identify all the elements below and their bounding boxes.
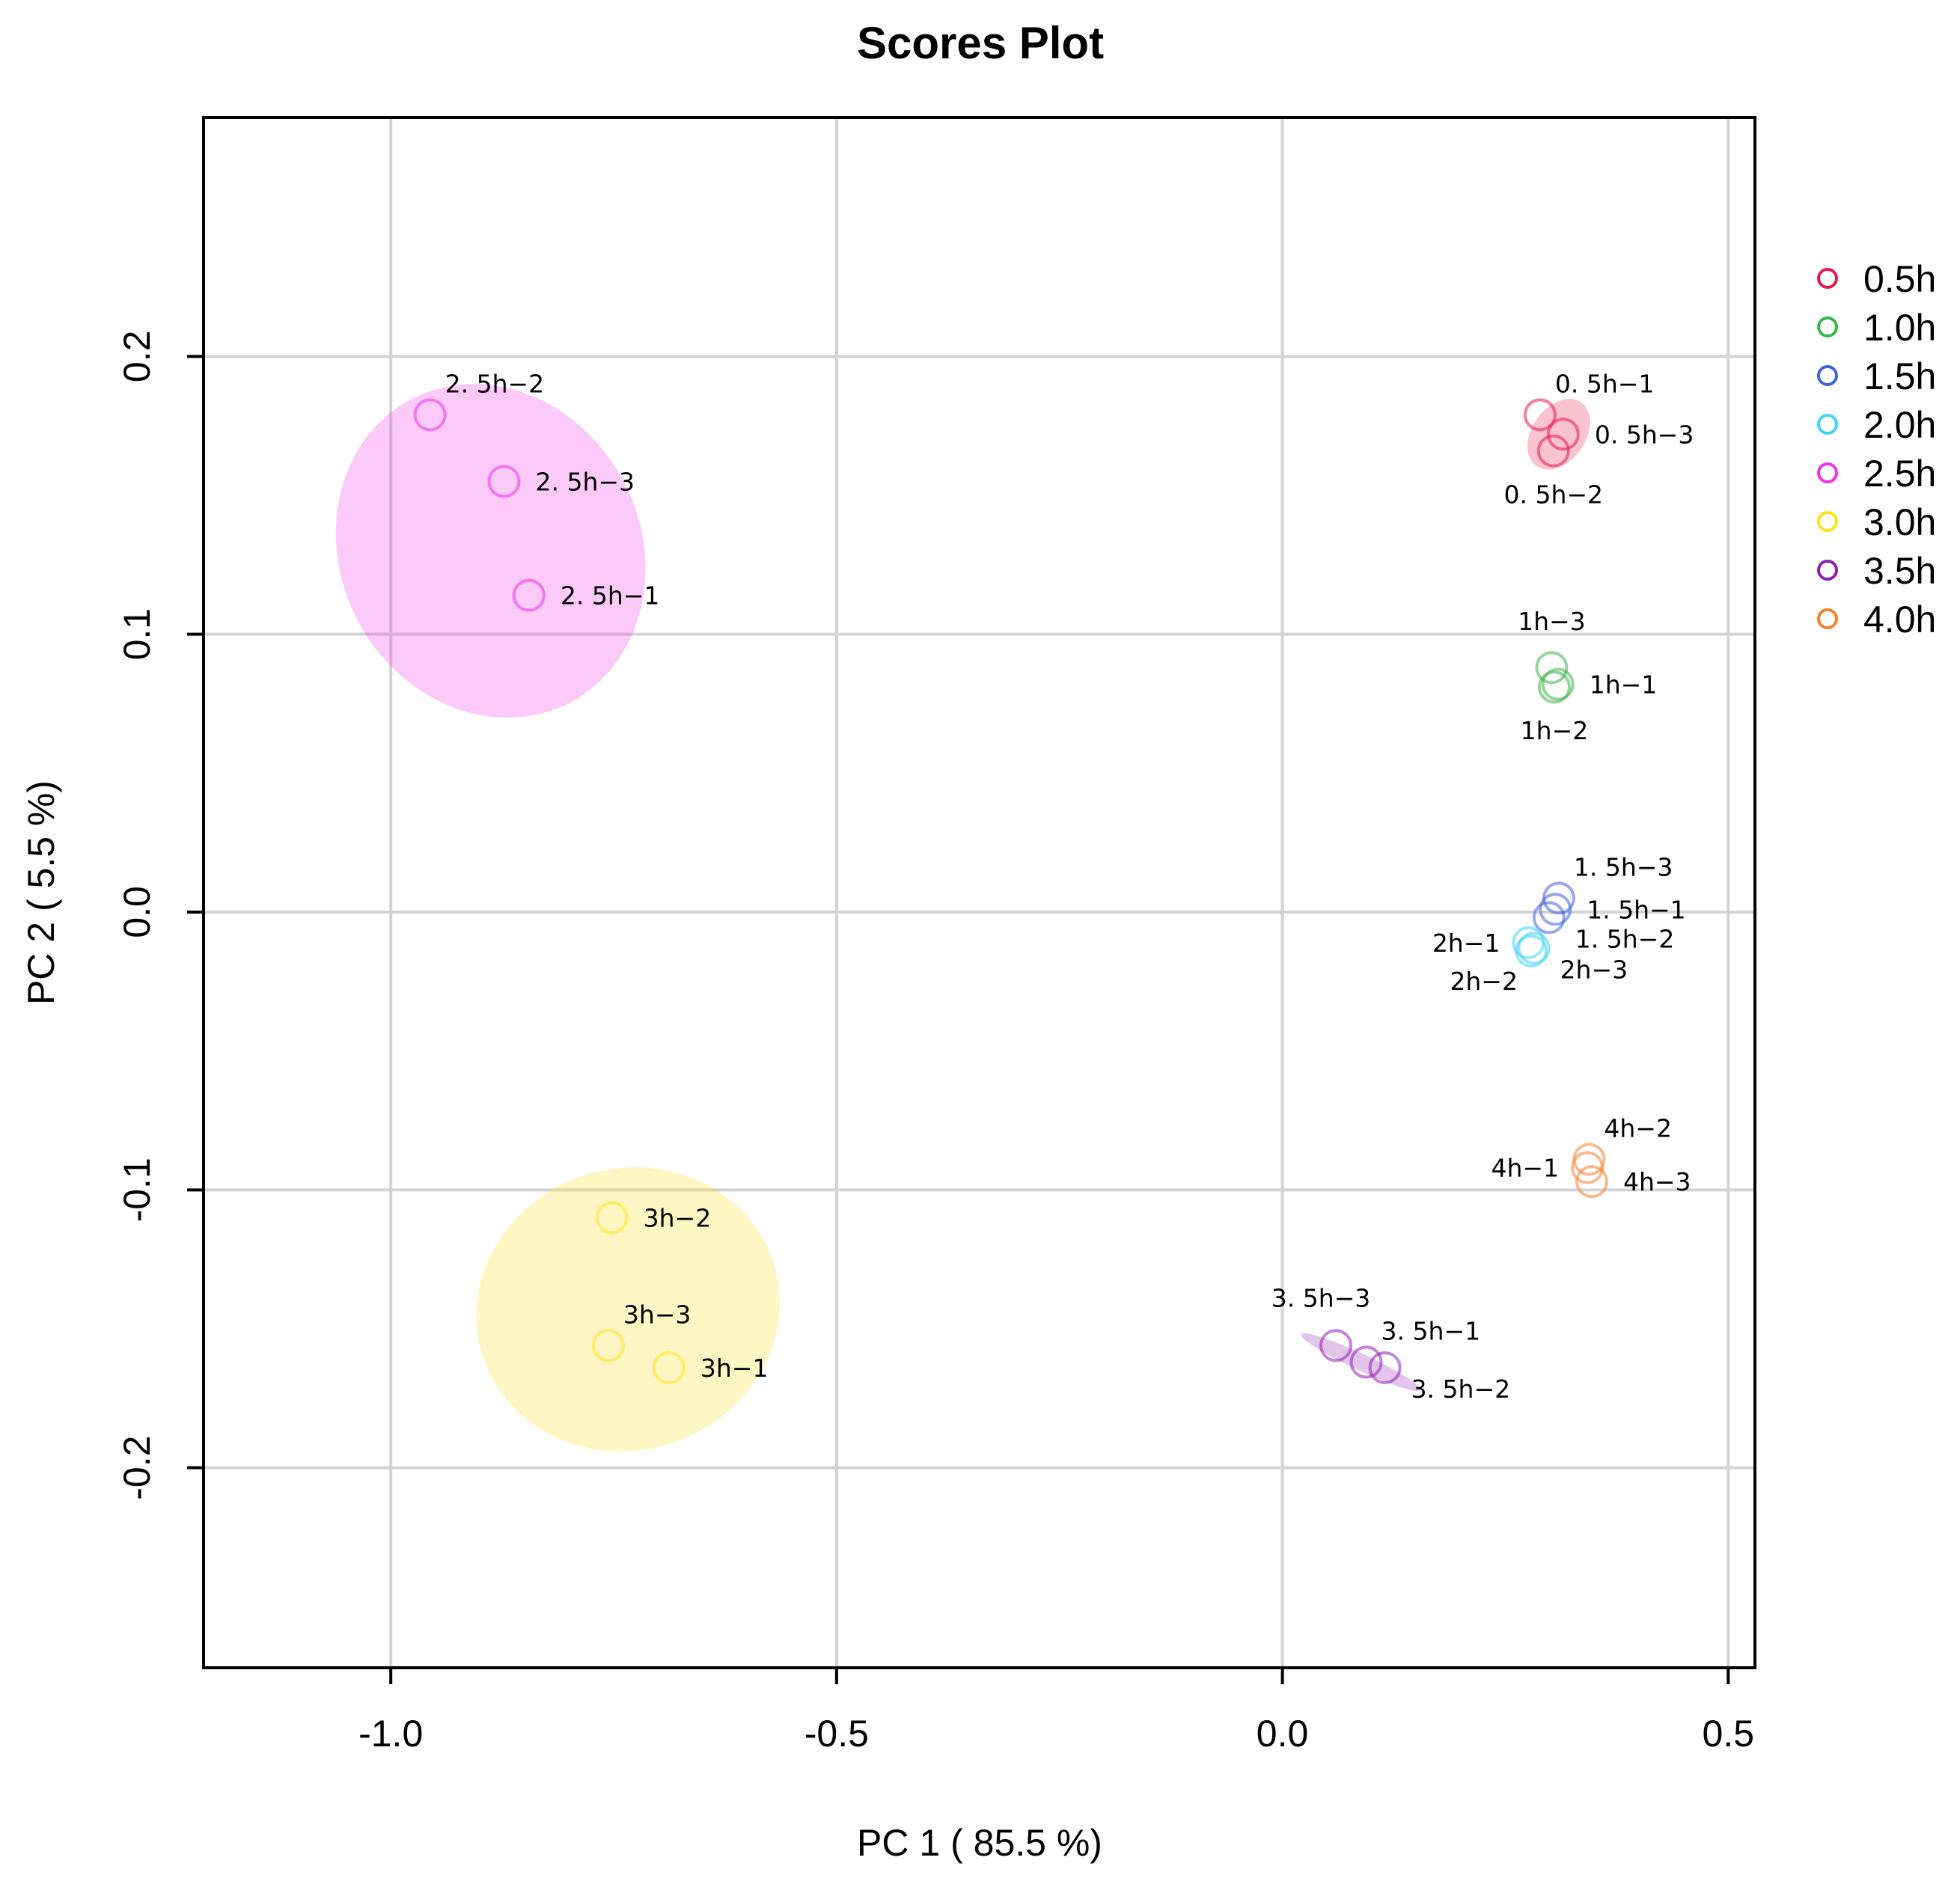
ellipse-2-5h — [335, 384, 646, 718]
y-tick-label-0-2: -0.2 — [116, 1436, 158, 1500]
point-label-3h-3: 3h−3 — [623, 1300, 692, 1329]
point-label-1h-3: 1h−3 — [1518, 607, 1586, 636]
point-label-3h-1: 3h−1 — [700, 1354, 769, 1383]
legend-label-3-0h: 3.0h — [1863, 501, 1936, 543]
ellipse-0-5h — [1527, 399, 1590, 470]
y-axis-title: PC 2 ( 5.5 %) — [20, 780, 62, 1005]
x-tick-label-0-5: -0.5 — [805, 1713, 869, 1755]
point-4h-1 — [1571, 1151, 1605, 1184]
grid-lines — [204, 117, 1755, 1668]
legend-marker-1-0h — [1817, 316, 1838, 337]
point-2h-3 — [1517, 932, 1551, 965]
legend-label-1-5h: 1.5h — [1863, 355, 1936, 397]
point-label-2h-3: 2h−3 — [1560, 955, 1628, 984]
point-label-1-5h-1: 1. 5h−1 — [1587, 895, 1686, 924]
point-label-1-5h-3: 1. 5h−3 — [1574, 852, 1673, 881]
point-1-5h-1 — [1539, 893, 1572, 926]
legend-marker-3-0h — [1817, 511, 1838, 532]
point-label-0-5h-3: 0. 5h−3 — [1595, 420, 1694, 449]
legend-marker-0-5h — [1817, 268, 1838, 289]
legend: 0.5h 1.0h 1.5h 2.0h 2.5h 3.0h 3.5h 4.0h — [1817, 258, 1936, 640]
point-3-5h-1 — [1349, 1345, 1383, 1379]
y-tick-label-0-0: 0.0 — [116, 886, 158, 938]
y-tick-label-0-2: 0.2 — [116, 331, 158, 383]
y-tick-label-0-1: -0.1 — [116, 1157, 158, 1222]
point-4h-3 — [1575, 1165, 1608, 1199]
point-0-5h-1 — [1523, 398, 1557, 432]
legend-label-4-0h: 4.0h — [1863, 599, 1936, 640]
chart-title: Scores Plot — [857, 18, 1104, 68]
legend-label-3-5h: 3.5h — [1863, 550, 1936, 592]
point-3-5h-3 — [1319, 1329, 1353, 1363]
point-label-4h-2: 4h−2 — [1604, 1113, 1672, 1143]
point-label-4h-1: 4h−1 — [1491, 1154, 1559, 1183]
legend-label-0-5h: 0.5h — [1863, 258, 1936, 300]
y-tick-label-0-1: 0.1 — [116, 608, 158, 661]
point-label-3-5h-3: 3. 5h−3 — [1271, 1283, 1371, 1312]
confidence-ellipses — [335, 384, 1590, 1452]
point-0-5h-2 — [1536, 434, 1570, 468]
x-tick-label-0-0: 0.0 — [1257, 1713, 1309, 1755]
point-2-5h-2 — [413, 398, 447, 432]
point-label-2h-2: 2h−2 — [1450, 967, 1518, 996]
point-label-0-5h-1: 0. 5h−1 — [1555, 369, 1655, 398]
point-1h-1 — [1541, 667, 1575, 701]
ellipse-3-0h — [476, 1167, 780, 1452]
point-2-5h-1 — [512, 578, 546, 612]
legend-marker-4-0h — [1817, 608, 1838, 629]
point-label-4h-3: 4h−3 — [1623, 1167, 1691, 1196]
point-label-1h-2: 1h−2 — [1521, 716, 1589, 745]
point-labels: 0. 5h−1 0. 5h−3 0. 5h−2 1h−3 1h−11h−2 1. 5h−3… — [445, 369, 1694, 1404]
point-1h-2 — [1537, 670, 1571, 704]
ellipse-3-5h — [1301, 1333, 1421, 1392]
point-3-5h-2 — [1368, 1351, 1402, 1384]
point-label-0-5h-2: 0. 5h−2 — [1503, 480, 1603, 510]
x-axis-title: PC 1 ( 85.5 %) — [857, 1822, 1102, 1864]
point-label-1h-1: 1h−1 — [1590, 670, 1658, 700]
x-tick-label-1-0: -1.0 — [358, 1713, 423, 1755]
point-2-5h-3 — [487, 465, 521, 498]
legend-marker-2-5h — [1817, 462, 1838, 483]
point-label-3h-2: 3h−2 — [644, 1203, 712, 1232]
plot-frame — [202, 116, 1756, 1669]
point-3h-2 — [595, 1201, 629, 1235]
legend-label-2-5h: 2.5h — [1863, 453, 1936, 495]
point-0-5h-3 — [1546, 418, 1580, 451]
point-label-3-5h-1: 3. 5h−1 — [1382, 1317, 1481, 1346]
point-label-2h-1: 2h−1 — [1432, 929, 1500, 958]
point-3h-3 — [591, 1329, 625, 1363]
point-2h-2 — [1514, 934, 1548, 967]
point-label-1-5h-2: 1. 5h−2 — [1575, 924, 1675, 953]
point-label-3-5h-2: 3. 5h−2 — [1411, 1374, 1511, 1404]
point-1-5h-2 — [1532, 901, 1566, 935]
point-3h-1 — [652, 1351, 686, 1384]
legend-marker-1-5h — [1817, 365, 1838, 386]
legend-label-2-0h: 2.0h — [1863, 404, 1936, 446]
x-axis-ticks: -1.0 -0.5 0.0 0.5 — [358, 1668, 1754, 1755]
legend-marker-2-0h — [1817, 414, 1838, 435]
point-label-2-5h-3: 2. 5h−3 — [535, 467, 635, 496]
legend-marker-3-5h — [1817, 560, 1838, 581]
legend-label-1-0h: 1.0h — [1863, 307, 1936, 349]
data-points — [413, 398, 1608, 1384]
point-label-2-5h-2: 2. 5h−2 — [445, 369, 545, 398]
x-tick-label-0-5: 0.5 — [1703, 1713, 1755, 1755]
point-label-2-5h-1: 2. 5h−1 — [561, 581, 660, 611]
y-axis-ticks: -0.2 -0.1 0.0 0.1 0.2 — [116, 331, 204, 1500]
point-1h-3 — [1535, 651, 1569, 685]
